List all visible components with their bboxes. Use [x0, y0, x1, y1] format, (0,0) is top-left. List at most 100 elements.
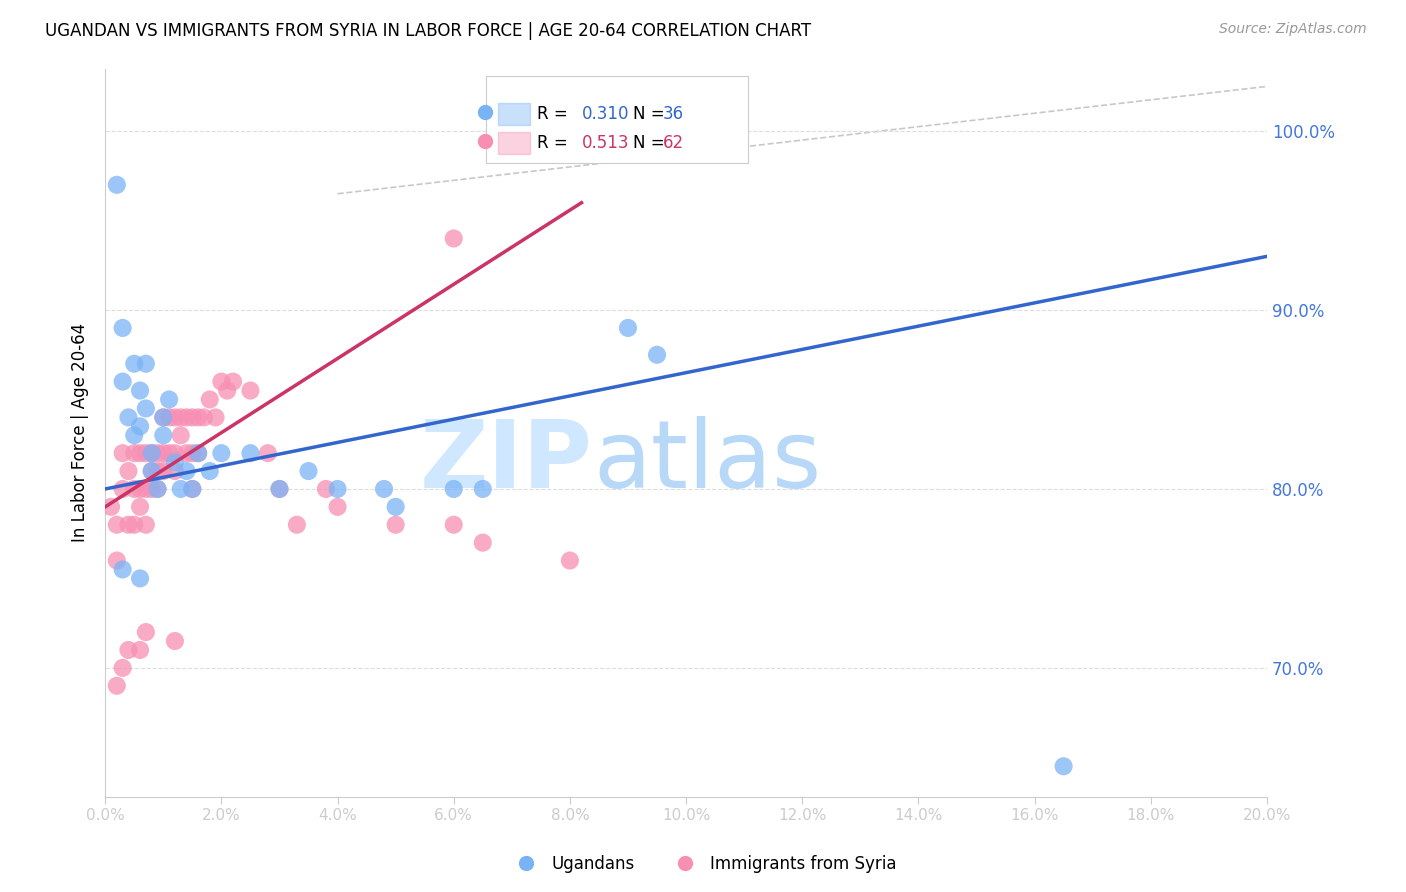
Text: 0.310: 0.310: [582, 104, 628, 123]
Text: atlas: atlas: [593, 416, 821, 508]
Point: [129, 571, 152, 585]
Y-axis label: In Labor Force | Age 20-64: In Labor Force | Age 20-64: [72, 323, 89, 542]
Point: [100, 500, 122, 514]
Point: [170, 428, 193, 442]
Point: [146, 482, 169, 496]
Point: [239, 446, 262, 460]
Point: [471, 482, 494, 496]
Point: [198, 392, 221, 407]
Point: [193, 410, 215, 425]
Point: [122, 428, 145, 442]
Point: [135, 401, 157, 416]
Point: [198, 464, 221, 478]
Point: [176, 464, 198, 478]
Point: [129, 419, 152, 434]
Text: N =: N =: [633, 104, 669, 123]
Point: [239, 384, 262, 398]
Point: [129, 482, 152, 496]
Point: [152, 446, 174, 460]
Point: [146, 482, 169, 496]
Point: [135, 482, 157, 496]
Point: [157, 410, 180, 425]
Point: [384, 500, 406, 514]
Legend: Ugandans, Immigrants from Syria: Ugandans, Immigrants from Syria: [503, 848, 903, 880]
Point: [1052, 759, 1074, 773]
Point: [222, 375, 245, 389]
Point: [297, 464, 319, 478]
Text: N =: N =: [633, 134, 669, 152]
Point: [111, 562, 134, 576]
Point: [176, 446, 198, 460]
Point: [209, 375, 232, 389]
FancyBboxPatch shape: [498, 132, 530, 153]
Point: [111, 375, 134, 389]
Point: [117, 410, 139, 425]
Point: [122, 517, 145, 532]
Text: R =: R =: [537, 104, 574, 123]
Point: [181, 446, 204, 460]
Point: [269, 482, 291, 496]
Point: [443, 517, 465, 532]
Point: [157, 392, 180, 407]
Text: R =: R =: [537, 134, 574, 152]
Point: [141, 482, 163, 496]
Point: [209, 446, 232, 460]
Point: [170, 410, 193, 425]
Point: [373, 482, 395, 496]
Point: [117, 517, 139, 532]
Point: [384, 517, 406, 532]
Point: [146, 446, 169, 460]
Point: [187, 410, 209, 425]
Point: [105, 178, 128, 192]
Text: 36: 36: [662, 104, 683, 123]
Point: [645, 348, 668, 362]
Point: [163, 410, 186, 425]
Point: [187, 446, 209, 460]
Point: [141, 446, 163, 460]
Point: [146, 464, 169, 478]
Point: [269, 482, 291, 496]
Point: [135, 446, 157, 460]
Point: [187, 446, 209, 460]
Point: [111, 482, 134, 496]
Point: [117, 643, 139, 657]
FancyBboxPatch shape: [498, 103, 530, 125]
Text: 0.513: 0.513: [582, 134, 628, 152]
Point: [141, 464, 163, 478]
Point: [443, 482, 465, 496]
Text: 62: 62: [662, 134, 683, 152]
Point: [129, 643, 152, 657]
Point: [129, 500, 152, 514]
Point: [170, 482, 193, 496]
Point: [326, 500, 349, 514]
Point: [285, 517, 308, 532]
Point: [181, 410, 204, 425]
Point: [141, 446, 163, 460]
Point: [105, 553, 128, 567]
Point: [315, 482, 337, 496]
Text: ZIP: ZIP: [420, 416, 593, 508]
Point: [111, 321, 134, 335]
Point: [443, 231, 465, 245]
Text: Source: ZipAtlas.com: Source: ZipAtlas.com: [1219, 22, 1367, 37]
Point: [141, 464, 163, 478]
Point: [181, 482, 204, 496]
Point: [152, 410, 174, 425]
Point: [122, 357, 145, 371]
Point: [111, 661, 134, 675]
Point: [181, 482, 204, 496]
Point: [157, 446, 180, 460]
Point: [117, 464, 139, 478]
Point: [163, 446, 186, 460]
Point: [163, 464, 186, 478]
Point: [129, 446, 152, 460]
Point: [152, 428, 174, 442]
Point: [163, 634, 186, 648]
Point: [204, 410, 226, 425]
Point: [558, 553, 581, 567]
Point: [122, 482, 145, 496]
Point: [257, 446, 280, 460]
Point: [135, 517, 157, 532]
Point: [326, 482, 349, 496]
Point: [617, 321, 640, 335]
